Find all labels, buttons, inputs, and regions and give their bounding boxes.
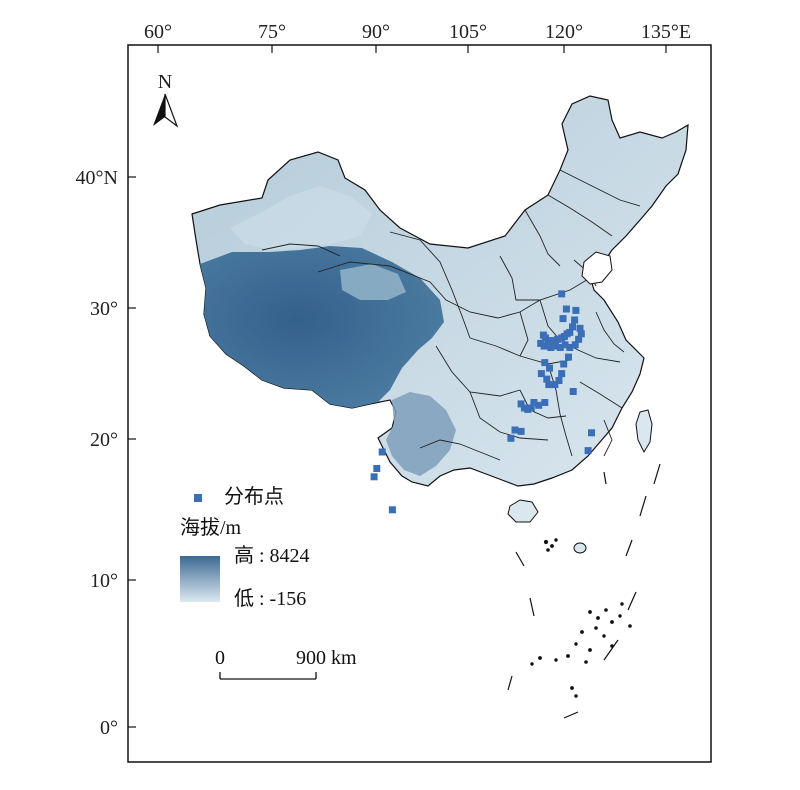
distribution-point	[373, 465, 381, 472]
distribution-point	[588, 429, 595, 437]
lon-label-105: 105°	[449, 21, 487, 43]
lon-label-60: 60°	[144, 21, 172, 43]
distribution-point	[520, 404, 528, 412]
distribution-point	[517, 400, 525, 408]
distribution-point	[566, 344, 574, 351]
north-arrow-icon: N	[153, 71, 179, 128]
distribution-point	[577, 330, 585, 338]
scale-bar-distance-label: 900 km	[296, 647, 357, 669]
legend-high-label: 高 : 8424	[234, 544, 310, 567]
lat-label-20: 20°	[90, 429, 118, 451]
distribution-point	[537, 370, 545, 378]
distribution-point	[558, 334, 566, 342]
legend-low-label: 低 : -156	[234, 587, 306, 610]
distribution-point	[571, 341, 579, 349]
distribution-point	[370, 473, 378, 481]
distribution-point	[575, 335, 583, 343]
distribution-point	[517, 427, 525, 435]
distribution-point	[565, 353, 572, 361]
distribution-point	[584, 447, 592, 455]
legend-elevation-title: 海拔/m	[180, 516, 242, 539]
distribution-point	[546, 364, 553, 372]
distribution-point	[541, 399, 549, 406]
lon-label-90: 90°	[362, 21, 390, 43]
distribution-point	[558, 290, 566, 298]
map-frame	[127, 44, 712, 763]
distribution-point	[511, 426, 519, 434]
distribution-point	[507, 434, 515, 442]
distribution-point	[545, 381, 553, 389]
south-china-sea-islands	[507, 463, 661, 719]
lon-label-120: 120°	[545, 21, 583, 43]
distribution-point	[556, 344, 564, 351]
distribution-point	[388, 506, 396, 514]
lat-label-40: 40°N	[76, 167, 118, 189]
southwest-highlands	[386, 392, 456, 476]
distribution-point	[569, 388, 577, 395]
scale-bar: 0 900 km	[215, 647, 357, 680]
distribution-point	[540, 342, 548, 350]
distribution-point	[571, 316, 579, 324]
lat-label-30: 30°	[90, 298, 118, 320]
distribution-point	[559, 315, 567, 323]
distribution-point	[560, 360, 568, 368]
lon-label-135: 135°E	[641, 21, 691, 43]
xinjiang-basin	[230, 186, 372, 250]
north-arrow-label: N	[158, 71, 172, 93]
legend: 分布点 海拔/m 高 : 8424 低 : -156	[180, 485, 310, 610]
distribution-point	[562, 305, 570, 313]
distribution-point	[576, 324, 584, 332]
legend-point-marker	[194, 494, 202, 502]
scale-bar-zero-label: 0	[215, 647, 225, 669]
distribution-point	[572, 306, 580, 314]
distribution-point	[561, 341, 569, 349]
distribution-points	[370, 290, 595, 514]
distribution-point	[541, 359, 549, 367]
legend-elevation-gradient	[180, 556, 220, 602]
lat-label-10: 10°	[90, 570, 118, 592]
qaidam-basin	[340, 264, 406, 300]
distribution-point	[555, 377, 563, 384]
bohai-sea	[581, 251, 613, 285]
legend-points-label: 分布点	[224, 485, 284, 508]
distribution-point	[552, 342, 560, 350]
distribution-point	[558, 370, 566, 378]
distribution-point	[551, 381, 559, 389]
longitude-ticks	[157, 45, 667, 53]
latitude-ticks	[128, 176, 136, 728]
longitude-labels: 60° 75° 90° 105° 120° 135°E	[144, 21, 691, 43]
hainan-island	[507, 499, 539, 523]
taiwan-island	[635, 409, 653, 454]
distribution-point	[378, 448, 386, 456]
distribution-point	[569, 323, 576, 331]
latitude-labels: 40°N 30° 20° 10° 0°	[76, 167, 118, 739]
distribution-point	[530, 399, 538, 406]
distribution-point	[539, 331, 547, 339]
distribution-point	[543, 375, 551, 383]
lon-label-75: 75°	[258, 21, 286, 43]
distribution-point	[547, 344, 555, 351]
distribution-point	[535, 401, 543, 409]
lat-label-0: 0°	[100, 717, 118, 739]
